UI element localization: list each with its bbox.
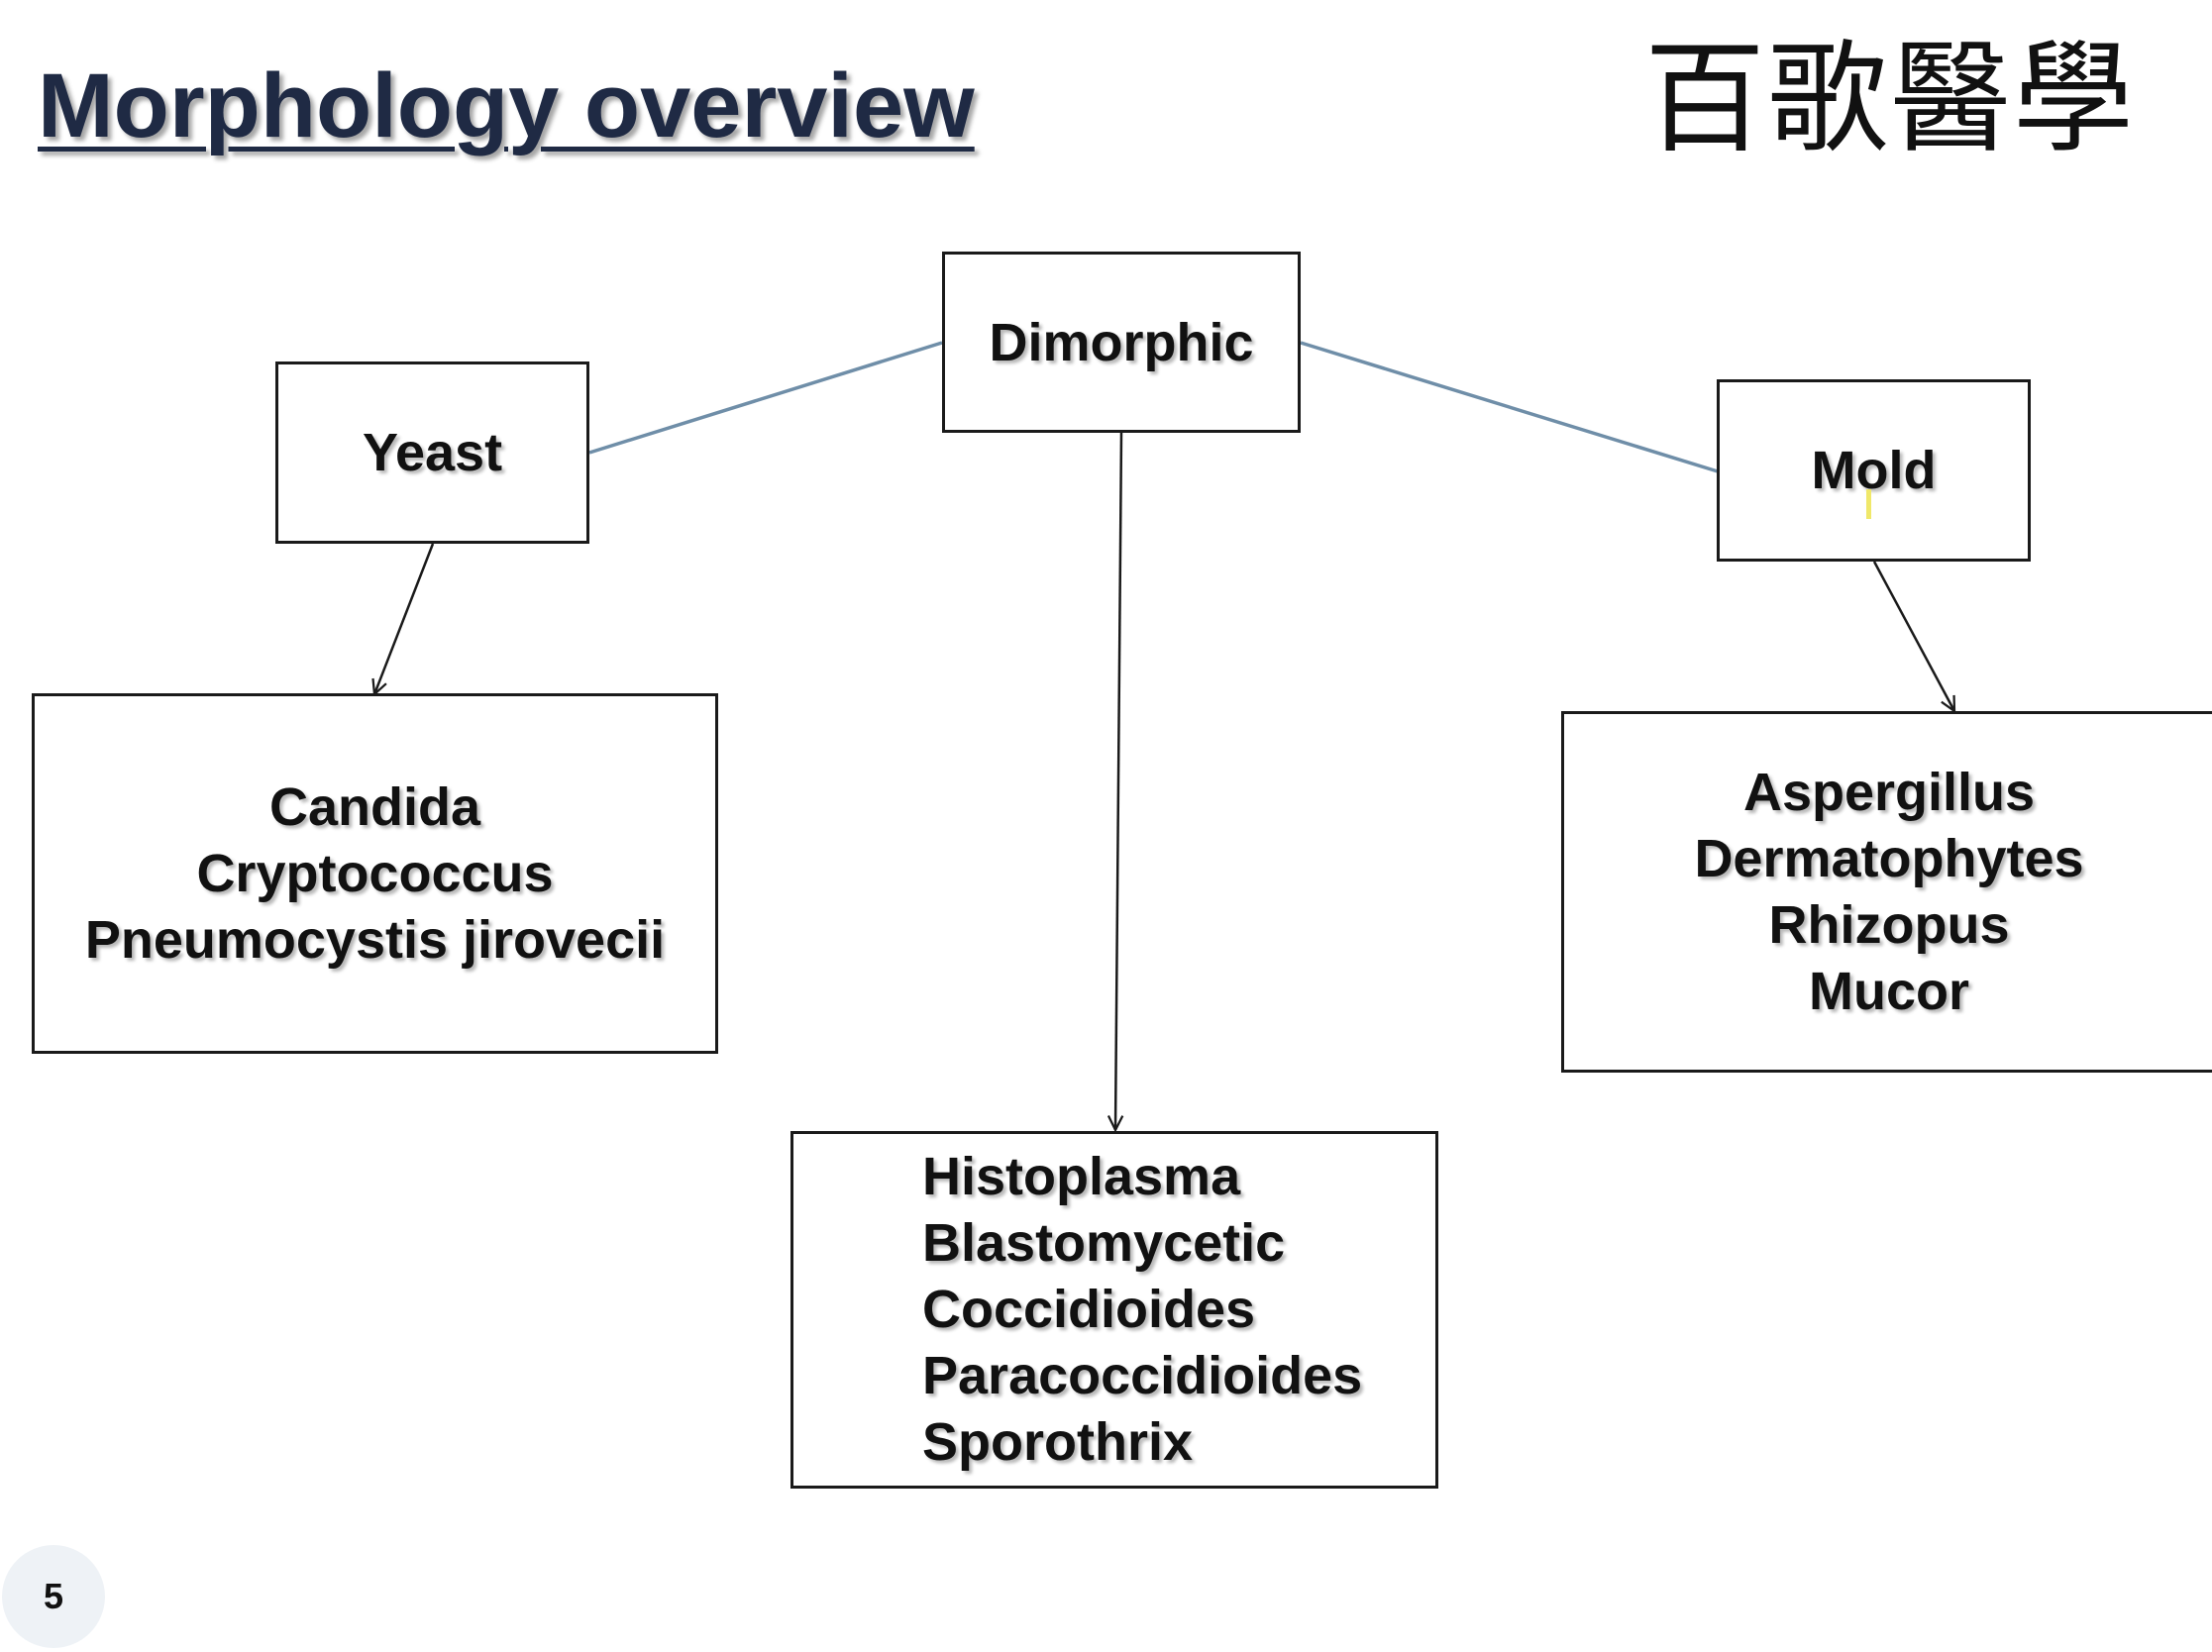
mold-examples-box: Aspergillus Dermatophytes Rhizopus Mucor	[1561, 711, 2212, 1073]
yeast-example: Candida	[268, 776, 481, 837]
mold-example: Mucor	[1809, 961, 1969, 1021]
dimorphic-examples-box: Histoplasma Blastomycetic Coccidioides P…	[790, 1131, 1438, 1489]
dimorphic-example: Coccidioides	[922, 1280, 1256, 1339]
slide-title: Morphology overview	[38, 55, 975, 156]
dimorphic-box: Dimorphic	[942, 252, 1301, 433]
yeast-example: Pneumocystis jirovecii	[84, 909, 666, 970]
mold-example: Rhizopus	[1768, 894, 2010, 955]
dimorphic-label: Dimorphic	[989, 312, 1254, 372]
page-number-badge: 5	[2, 1545, 105, 1648]
arrow-mold-to-examples	[1872, 561, 1954, 711]
arrow-yeast-to-examples	[374, 543, 435, 694]
mold-example: Dermatophytes	[1694, 828, 2084, 888]
page-number: 5	[43, 1576, 64, 1616]
connector-dimorphic-mold	[1300, 341, 1719, 473]
mold-label: Mold	[1811, 441, 1937, 500]
dimorphic-example: Histoplasma	[922, 1147, 1241, 1206]
yeast-box: Yeast	[275, 361, 589, 544]
mold-example: Aspergillus	[1742, 762, 2036, 822]
yeast-label: Yeast	[362, 423, 503, 482]
connector-dimorphic-yeast	[588, 341, 943, 455]
dimorphic-example: Paracoccidioides	[922, 1346, 1363, 1405]
brand-logo: 百歌醫學	[1644, 29, 2136, 169]
arrow-dimorphic-to-examples	[1115, 431, 1121, 1130]
text-cursor	[1866, 489, 1871, 519]
mold-box: Mold	[1717, 379, 2031, 562]
dimorphic-example: Sporothrix	[922, 1412, 1194, 1472]
dimorphic-example: Blastomycetic	[922, 1213, 1286, 1273]
yeast-examples-box: Candida Cryptococcus Pneumocystis jirove…	[32, 693, 718, 1054]
yeast-example: Cryptococcus	[196, 843, 554, 903]
